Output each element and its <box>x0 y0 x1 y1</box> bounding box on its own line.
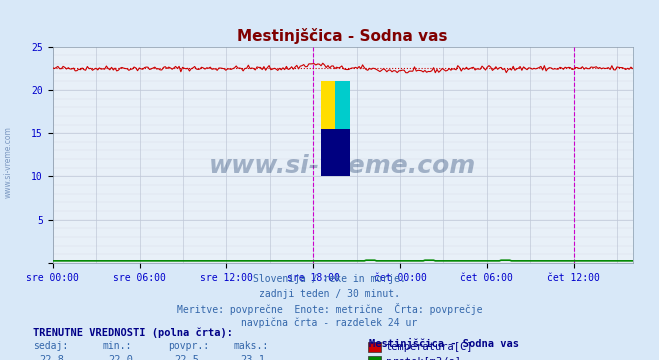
Text: 22,0: 22,0 <box>109 355 134 360</box>
Text: 22,5: 22,5 <box>175 355 200 360</box>
Text: min.:: min.: <box>102 341 132 351</box>
Text: maks.:: maks.: <box>234 341 269 351</box>
Bar <box>335 81 350 129</box>
Text: Meritve: povprečne  Enote: metrične  Črta: povprečje: Meritve: povprečne Enote: metrične Črta:… <box>177 303 482 315</box>
Text: TRENUTNE VREDNOSTI (polna črta):: TRENUTNE VREDNOSTI (polna črta): <box>33 328 233 338</box>
Text: www.si-vreme.com: www.si-vreme.com <box>209 154 476 177</box>
Text: pretok[m3/s]: pretok[m3/s] <box>386 357 461 360</box>
Text: temperatura[C]: temperatura[C] <box>386 342 473 352</box>
Title: Mestinjščica - Sodna vas: Mestinjščica - Sodna vas <box>237 28 448 44</box>
Text: www.si-vreme.com: www.si-vreme.com <box>3 126 13 198</box>
Text: Slovenija / reke in morje.: Slovenija / reke in morje. <box>253 274 406 284</box>
Text: Mestinjščica - Sodna vas: Mestinjščica - Sodna vas <box>369 338 519 349</box>
Bar <box>335 129 350 176</box>
Text: sedaj:: sedaj: <box>33 341 68 351</box>
Text: 23,1: 23,1 <box>241 355 266 360</box>
Bar <box>321 129 335 176</box>
Text: 22,8: 22,8 <box>40 355 65 360</box>
Text: povpr.:: povpr.: <box>168 341 209 351</box>
Text: zadnji teden / 30 minut.: zadnji teden / 30 minut. <box>259 289 400 299</box>
Bar <box>321 81 335 129</box>
Text: navpična črta - razdelek 24 ur: navpična črta - razdelek 24 ur <box>241 318 418 328</box>
